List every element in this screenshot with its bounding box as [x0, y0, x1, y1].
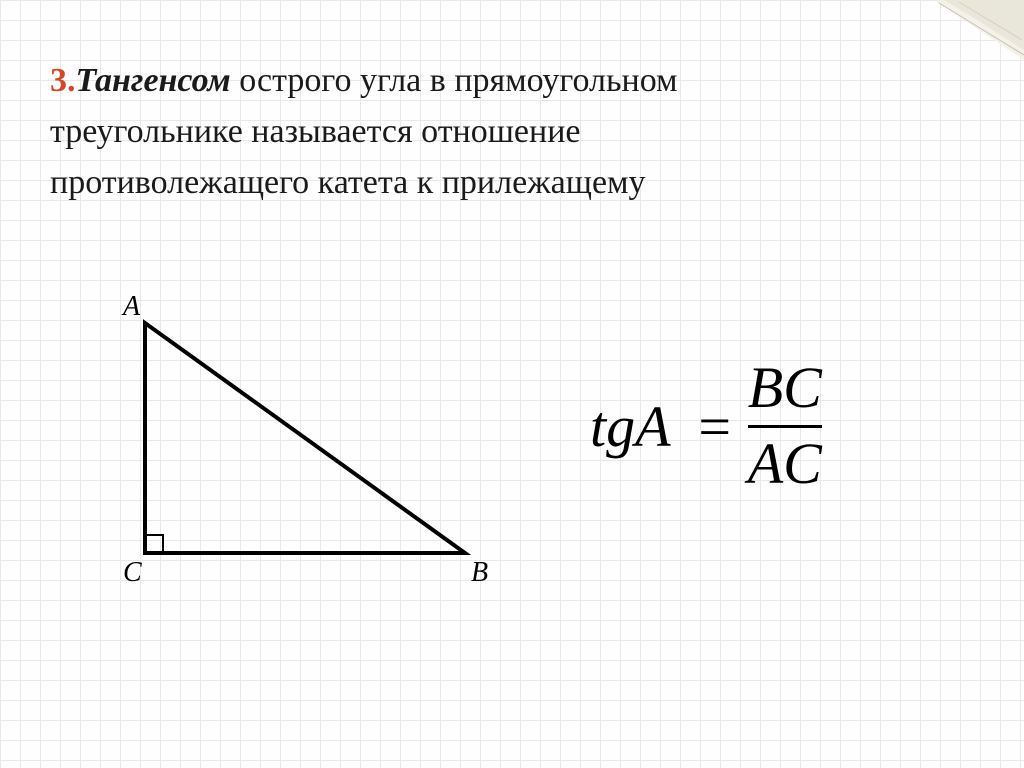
slide-content: 3.Тангенсом острого угла в прямоугольном… [0, 0, 1024, 663]
definition-line3: противолежащего катета к прилежащему [50, 157, 984, 208]
fraction-bar [748, 425, 822, 428]
vertex-label-c: C [123, 557, 142, 589]
definition-line1-rest: острого угла в прямоугольном [231, 62, 678, 99]
triangle-diagram: A C B [105, 303, 505, 613]
definition-number: 3. [50, 62, 76, 99]
formula-lhs: tgA [590, 393, 671, 460]
figure-row: A C B tgA = BC AC [50, 303, 984, 663]
definition-term: Тангенсом [76, 62, 231, 99]
paper-corner-decor [904, 0, 1024, 90]
formula-arg: A [635, 394, 670, 459]
definition-text: 3.Тангенсом острого угла в прямоугольном… [50, 55, 984, 208]
formula-numerator: BC [748, 358, 822, 419]
formula-equals: = [695, 393, 734, 460]
tangent-formula: tgA = BC AC [590, 358, 822, 495]
formula-fn: tg [590, 394, 635, 459]
formula-denominator: AC [748, 434, 822, 495]
triangle-svg [105, 303, 505, 593]
definition-line2: треугольнике называется отношение [50, 106, 984, 157]
vertex-label-b: B [471, 557, 488, 589]
formula-fraction: BC AC [748, 358, 822, 495]
vertex-label-a: A [123, 291, 140, 323]
